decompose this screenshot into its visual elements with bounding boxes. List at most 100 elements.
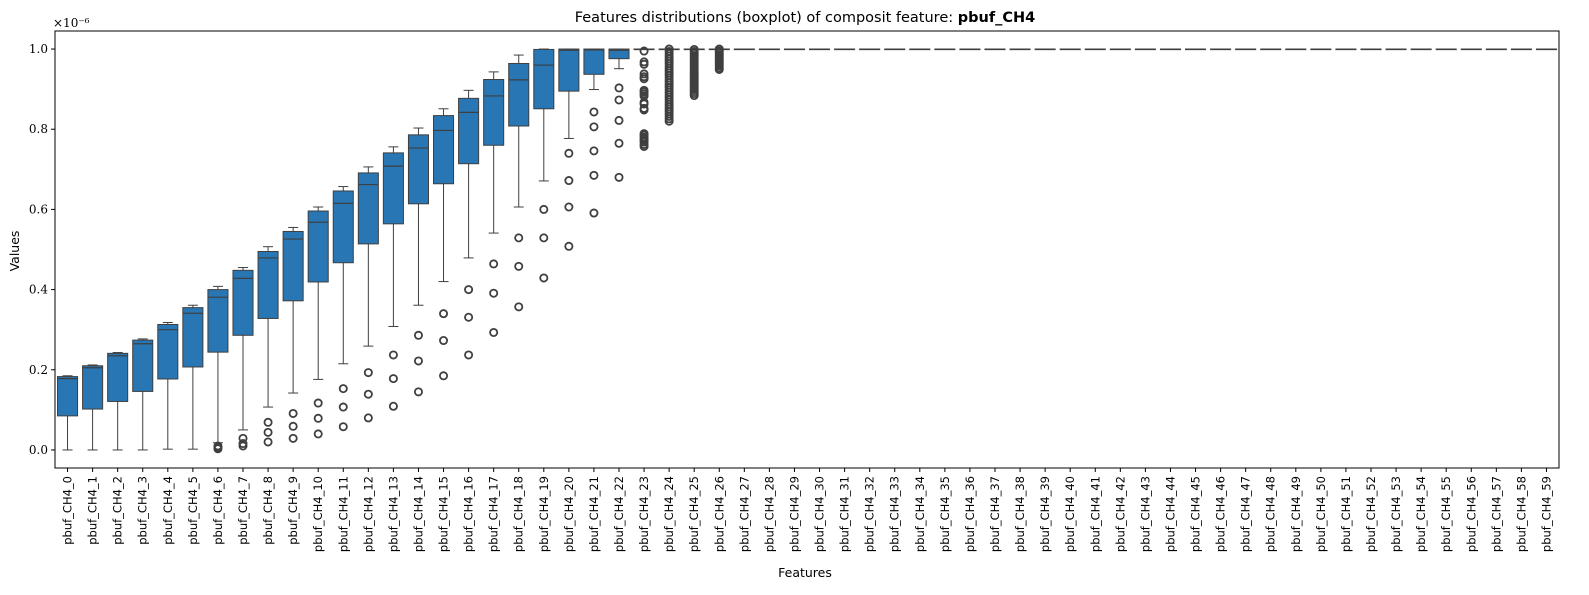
y-multiplier-label: ×10⁻⁶ (53, 16, 90, 30)
outlier-point (589, 107, 599, 117)
outlier-point (614, 115, 624, 125)
box-group (1134, 48, 1156, 51)
outlier-point (313, 413, 323, 423)
box-group (533, 48, 555, 283)
box-body (357, 172, 379, 245)
x-tick-label: pbuf_CH4_56 (1464, 476, 1478, 552)
outlier-point (714, 44, 724, 54)
x-tick-label: pbuf_CH4_54 (1414, 476, 1428, 552)
box-body (608, 48, 630, 60)
box-body (107, 352, 129, 402)
x-tick-label: pbuf_CH4_43 (1138, 476, 1152, 552)
x-tick-label: pbuf_CH4_53 (1389, 476, 1403, 552)
x-tick-label: pbuf_CH4_2 (111, 476, 125, 545)
outlier-point (639, 103, 649, 113)
x-tick-label: pbuf_CH4_25 (687, 476, 701, 552)
outlier-point (539, 204, 549, 214)
x-tick-label: pbuf_CH4_22 (612, 476, 626, 552)
box-group (207, 285, 229, 454)
x-tick-label: pbuf_CH4_6 (211, 476, 225, 545)
x-tick-label: pbuf_CH4_32 (863, 476, 877, 552)
x-tick-label: pbuf_CH4_9 (286, 476, 300, 545)
box-group (458, 89, 480, 360)
box-group (558, 48, 580, 251)
outlier-point (614, 172, 624, 182)
x-tick-label: pbuf_CH4_46 (1214, 476, 1228, 552)
box-group (708, 44, 730, 74)
outlier-point (464, 285, 474, 295)
outlier-point (439, 371, 449, 381)
outlier-point (363, 389, 373, 399)
box-body (458, 97, 480, 165)
outlier-point (614, 83, 624, 93)
y-tick-label: 0.8 (29, 122, 48, 136)
x-tick-label: pbuf_CH4_3 (136, 476, 150, 545)
x-tick-label: pbuf_CH4_35 (938, 476, 952, 552)
box-group (1084, 48, 1106, 51)
plot-frame (54, 30, 1560, 469)
x-axis-label: Features (778, 565, 832, 580)
x-tick-label: pbuf_CH4_5 (186, 476, 200, 545)
y-tick-label: 0.6 (29, 202, 48, 216)
box-group (1360, 48, 1382, 51)
outlier-point (439, 336, 449, 346)
x-tick-label: pbuf_CH4_19 (537, 476, 551, 552)
y-tick-label: 0.0 (29, 443, 48, 457)
box-group (508, 54, 530, 312)
box-group (182, 304, 204, 450)
x-tick-label: pbuf_CH4_18 (512, 476, 526, 552)
x-tick-label: pbuf_CH4_50 (1314, 476, 1328, 552)
x-tick-label: pbuf_CH4_16 (462, 476, 476, 552)
box-group (433, 108, 455, 381)
y-tick-label: 0.2 (29, 363, 48, 377)
box-group (1235, 48, 1257, 51)
box-group (1510, 48, 1532, 51)
x-tick-label: pbuf_CH4_57 (1489, 476, 1503, 552)
x-axis: pbuf_CH4_0 pbuf_CH4_1 pbuf_CH4_2 pbuf_CH4_3… (61, 468, 1553, 552)
box-group (1310, 48, 1332, 51)
box-group (232, 267, 254, 451)
box-group (658, 44, 680, 126)
box-group (1185, 48, 1207, 51)
x-tick-label: pbuf_CH4_51 (1339, 476, 1353, 552)
x-tick-label: pbuf_CH4_0 (61, 476, 75, 545)
box-group (82, 364, 104, 451)
box-body (82, 365, 104, 410)
outlier-point (288, 421, 298, 431)
x-tick-label: pbuf_CH4_29 (787, 476, 801, 552)
y-axis-label: Values (7, 231, 22, 272)
outlier-point (388, 401, 398, 411)
outlier-point (363, 368, 373, 378)
outlier-point (363, 413, 373, 423)
outlier-point (489, 288, 499, 298)
box-group (1460, 48, 1482, 51)
outlier-point (514, 261, 524, 271)
x-tick-label: pbuf_CH4_21 (587, 476, 601, 552)
outlier-point (514, 302, 524, 312)
outlier-point (639, 57, 649, 67)
x-tick-label: pbuf_CH4_24 (662, 476, 676, 552)
box-group (1159, 48, 1181, 51)
outlier-point (213, 441, 223, 451)
box-body (182, 307, 204, 368)
x-tick-label: pbuf_CH4_52 (1364, 476, 1378, 552)
box-group (157, 321, 179, 450)
outlier-point (338, 384, 348, 394)
box-group (1485, 48, 1507, 51)
x-tick-label: pbuf_CH4_1 (86, 476, 100, 545)
x-tick-label: pbuf_CH4_23 (637, 476, 651, 552)
outlier-point (288, 433, 298, 443)
box-group (1535, 48, 1557, 51)
box-group (608, 48, 630, 182)
outlier-point (338, 422, 348, 432)
x-tick-label: pbuf_CH4_37 (988, 476, 1002, 552)
outlier-point (388, 374, 398, 384)
x-tick-label: pbuf_CH4_4 (161, 476, 175, 545)
outlier-point (539, 273, 549, 283)
box-group (57, 375, 79, 451)
x-tick-label: pbuf_CH4_39 (1038, 476, 1052, 552)
x-tick-label: pbuf_CH4_27 (737, 476, 751, 552)
outlier-point (413, 356, 423, 366)
box-group (884, 48, 906, 51)
box-group (1410, 48, 1432, 51)
